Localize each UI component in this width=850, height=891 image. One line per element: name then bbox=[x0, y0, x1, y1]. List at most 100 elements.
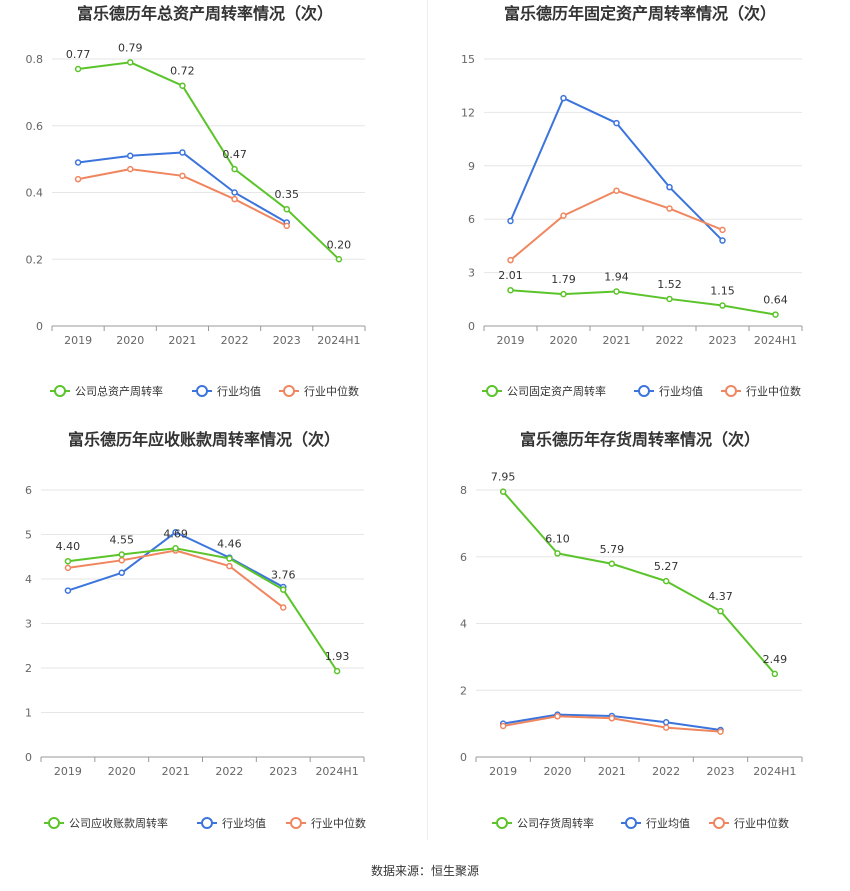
y-tick-label: 12 bbox=[461, 106, 475, 119]
chart-svg-fixed-assets: 富乐德历年固定资产周转率情况（次） 0 3 6 9 12 15 2019 2020 2021 202… bbox=[461, 4, 803, 398]
data-point-industry-average bbox=[719, 237, 726, 244]
x-tick-label: 2020 bbox=[550, 334, 578, 347]
y-tick-label: 1 bbox=[25, 707, 32, 720]
legend-marker bbox=[713, 817, 725, 829]
data-label-company: 1.93 bbox=[325, 650, 350, 663]
series-line-industry-average bbox=[77, 151, 288, 224]
legend-label: 行业中位数 bbox=[734, 816, 789, 830]
data-point-industry-average bbox=[74, 159, 82, 166]
legend-marker bbox=[725, 385, 737, 397]
data-point-industry-average bbox=[507, 217, 514, 225]
legend-marker bbox=[54, 385, 66, 397]
data-point-company bbox=[179, 82, 186, 89]
data-point-company bbox=[231, 165, 238, 173]
legend-label: 行业均值 bbox=[217, 385, 261, 398]
legend-label: 行业中位数 bbox=[311, 816, 366, 830]
data-label-company: 4.46 bbox=[217, 538, 242, 551]
chart-panel-fixed-assets: 富乐德历年固定资产周转率情况（次） 0 3 6 9 12 15 2019 2020 2021 202… bbox=[428, 0, 850, 420]
data-point-industry-average bbox=[179, 149, 186, 156]
data-point-company bbox=[499, 488, 507, 495]
x-tick-label: 2024H1 bbox=[315, 765, 358, 778]
data-point-company bbox=[771, 670, 779, 678]
x-tick-label: 2022 bbox=[221, 334, 249, 347]
data-point-industry-median bbox=[226, 562, 233, 570]
y-tick-label: 0.8 bbox=[26, 53, 44, 66]
data-point-industry-average bbox=[231, 189, 238, 196]
y-tick-label: 8 bbox=[460, 484, 467, 497]
x-tick-label: 2023 bbox=[707, 765, 735, 778]
data-point-company bbox=[717, 607, 724, 615]
data-label-company: 5.79 bbox=[600, 543, 625, 556]
x-tick-label: 2021 bbox=[162, 765, 190, 778]
x-tick-label: 2024H1 bbox=[317, 334, 360, 347]
data-label-company: 7.95 bbox=[491, 471, 516, 484]
data-point-company bbox=[118, 551, 125, 558]
data-point-company bbox=[662, 577, 670, 585]
chart-title: 富乐德历年存货周转率情况（次） bbox=[520, 430, 760, 449]
y-tick-label: 15 bbox=[461, 53, 475, 66]
y-tick-label: 0.2 bbox=[26, 253, 44, 266]
data-point-company bbox=[64, 557, 72, 565]
x-tick-label: 2020 bbox=[544, 765, 572, 778]
data-point-industry-median bbox=[179, 172, 186, 180]
series-line-company bbox=[502, 491, 776, 675]
data-point-company bbox=[127, 59, 134, 66]
y-tick-label: 4 bbox=[25, 573, 32, 586]
data-point-industry-median bbox=[74, 175, 82, 183]
x-tick-label: 2020 bbox=[116, 334, 144, 347]
x-tick-label: 2021 bbox=[603, 334, 631, 347]
x-tick-label: 2021 bbox=[168, 334, 196, 347]
data-point-industry-median bbox=[280, 604, 287, 611]
data-point-company bbox=[666, 295, 673, 303]
legend-label: 行业中位数 bbox=[304, 384, 359, 398]
data-point-industry-median bbox=[127, 165, 134, 173]
data-point-company bbox=[613, 288, 620, 295]
data-point-industry-median bbox=[608, 715, 616, 722]
data-label-company: 0.79 bbox=[118, 41, 143, 54]
data-point-company bbox=[719, 302, 726, 309]
chart-panel-total-assets: 富乐德历年总资产周转率情况（次） 0 0.2 0.4 0.6 0.8 2019 2020 202… bbox=[0, 0, 425, 420]
data-point-industry-median bbox=[118, 557, 125, 564]
x-tick-label: 2024H1 bbox=[753, 765, 796, 778]
y-tick-label: 0.6 bbox=[26, 120, 44, 133]
panel-divider bbox=[427, 0, 428, 840]
legend-item-industry-average: 行业均值 bbox=[621, 817, 690, 830]
y-tick-label: 0 bbox=[36, 320, 43, 333]
legend-item-industry-median: 行业中位数 bbox=[279, 384, 359, 398]
data-point-industry-average bbox=[127, 152, 134, 160]
data-point-industry-average bbox=[172, 529, 179, 536]
data-point-industry-median bbox=[719, 226, 726, 234]
chart-panel-inventory: 富乐德历年存货周转率情况（次） 0 2 4 6 8 2019 2020 2021 2022 2023… bbox=[428, 425, 850, 845]
data-point-industry-median bbox=[717, 728, 724, 735]
y-tick-label: 6 bbox=[468, 213, 475, 226]
data-point-company bbox=[560, 290, 567, 298]
legend-item-industry-average: 行业均值 bbox=[197, 817, 266, 830]
y-tick-label: 3 bbox=[25, 618, 32, 631]
x-tick-label: 2019 bbox=[489, 765, 517, 778]
y-tick-label: 4 bbox=[460, 618, 467, 631]
y-tick-label: 5 bbox=[25, 529, 32, 542]
x-tick-label: 2020 bbox=[108, 765, 136, 778]
x-tick-label: 2023 bbox=[273, 334, 301, 347]
legend-marker bbox=[638, 385, 650, 397]
data-point-company bbox=[554, 550, 561, 557]
data-label-company: 4.40 bbox=[56, 540, 81, 553]
data-point-company bbox=[283, 205, 290, 213]
y-tick-label: 3 bbox=[468, 267, 475, 280]
data-label-company: 0.47 bbox=[222, 148, 247, 161]
data-label-company: 4.55 bbox=[110, 534, 135, 547]
data-point-industry-average bbox=[118, 569, 125, 577]
chart-svg-total-assets: 富乐德历年总资产周转率情况（次） 0 0.2 0.4 0.6 0.8 2019 2020 202… bbox=[26, 4, 366, 398]
data-point-industry-median bbox=[499, 722, 507, 730]
legend-label: 行业均值 bbox=[646, 817, 690, 830]
data-point-industry-median bbox=[560, 212, 567, 219]
y-tick-label: 9 bbox=[468, 160, 475, 173]
series-line-company bbox=[77, 61, 340, 260]
data-label-company: 0.35 bbox=[275, 188, 300, 201]
y-tick-label: 2 bbox=[460, 684, 467, 697]
data-point-industry-median bbox=[507, 256, 514, 264]
data-label-company: 5.27 bbox=[654, 560, 679, 573]
data-label-company: 1.79 bbox=[551, 273, 576, 286]
x-tick-label: 2019 bbox=[497, 334, 525, 347]
data-label-company: 2.49 bbox=[763, 653, 788, 666]
